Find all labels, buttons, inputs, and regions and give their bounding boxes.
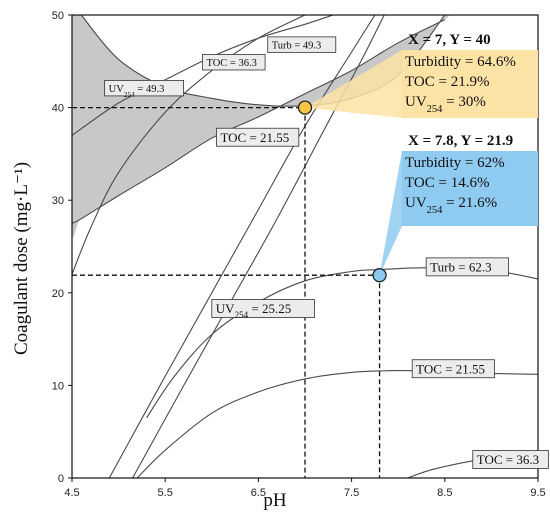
- contour-label-10: UV254 = 25.25: [216, 301, 292, 320]
- contour-label-box-9: [425, 257, 509, 277]
- callout-box-2: [402, 151, 538, 226]
- contour-label-box-8: [411, 359, 495, 379]
- contour-label-3: UV254 = 49.3: [109, 84, 165, 99]
- x-tick-label-3: 6.5: [251, 487, 266, 499]
- callout-pointer-1: [305, 50, 402, 118]
- callout-line-2-2: TOC = 14.6%: [405, 175, 489, 191]
- contour-line-6: [132, 15, 385, 478]
- contour-label-box-3: [104, 80, 185, 97]
- contour-label-box-1: [267, 36, 337, 53]
- feasible-region: [72, 15, 450, 239]
- contour-label-4: TOC = 21.55: [220, 130, 289, 145]
- y-axis-title: Coagulant dose (mg·L⁻¹): [11, 162, 32, 355]
- points-layer: [297, 100, 387, 283]
- x-axis-title: pH: [263, 490, 287, 511]
- contour-label-9: Turb = 62.3: [430, 259, 491, 274]
- contour-line-5: [108, 15, 376, 478]
- contour-label-box-10: [211, 299, 315, 318]
- contour-label-1: Turb = 49.3: [272, 40, 322, 51]
- contour-label-2: TOC = 36.3: [206, 58, 256, 69]
- callout-line-1-3: UV254 = 30%: [405, 94, 486, 115]
- y-tick-label-6: 50: [52, 10, 64, 22]
- data-point-1: [297, 100, 313, 115]
- x-tick-label-1: 4.5: [64, 487, 79, 499]
- callout-title-1: X = 7, Y = 40: [408, 32, 491, 48]
- x-tick-label-6: 9.5: [530, 487, 545, 499]
- y-tick-label-5: 40: [52, 103, 64, 115]
- contour-label-box-2: [202, 54, 266, 71]
- x-tick-label-5: 8.5: [437, 487, 452, 499]
- contour-labels-layer: Turb = 49.3 TOC = 36.3 UV254 = 49.3 TOC = 2…: [104, 36, 549, 469]
- x-tick-label-2: 5.5: [158, 487, 173, 499]
- feasible-region-layer: [72, 15, 450, 239]
- contour-label-7: TOC = 36.3: [477, 452, 539, 467]
- y-tick-label-1: 0: [58, 473, 64, 485]
- callout-title-2: X = 7.8, Y = 21.9: [408, 133, 513, 149]
- y-tick-label-3: 20: [52, 288, 64, 300]
- callout-line-1-2: TOC = 21.9%: [405, 74, 489, 90]
- callout-pointer-2: [379, 151, 402, 276]
- contour-label-box-7: [472, 450, 549, 469]
- data-point-2: [372, 268, 387, 283]
- contour-label-8: TOC = 21.55: [416, 361, 485, 376]
- callout-line-1-1: Turbidity = 64.6%: [405, 54, 516, 70]
- callouts-layer: X = 7, Y = 40 Turbidity = 64.6% TOC = 21.9…: [305, 32, 538, 276]
- x-tick-label-4: 7.5: [344, 487, 359, 499]
- y-tick-label-2: 10: [52, 380, 64, 392]
- axes-layer: 4.5 5.5 6.5 7.5 8.5 9.5 0 10 20 30 40 50 pH Coagulant…: [11, 10, 546, 511]
- contour-label-box-4: [216, 127, 300, 147]
- contour-line-9: [146, 267, 538, 419]
- contour-line-1: [72, 19, 446, 224]
- callout-line-2-3: UV254 = 21.6%: [405, 195, 497, 216]
- callout-box-1: [402, 50, 538, 118]
- callout-line-2-1: Turbidity = 62%: [405, 155, 505, 171]
- dashed-guides-layer: [72, 106, 381, 478]
- y-tick-label-4: 30: [52, 195, 64, 207]
